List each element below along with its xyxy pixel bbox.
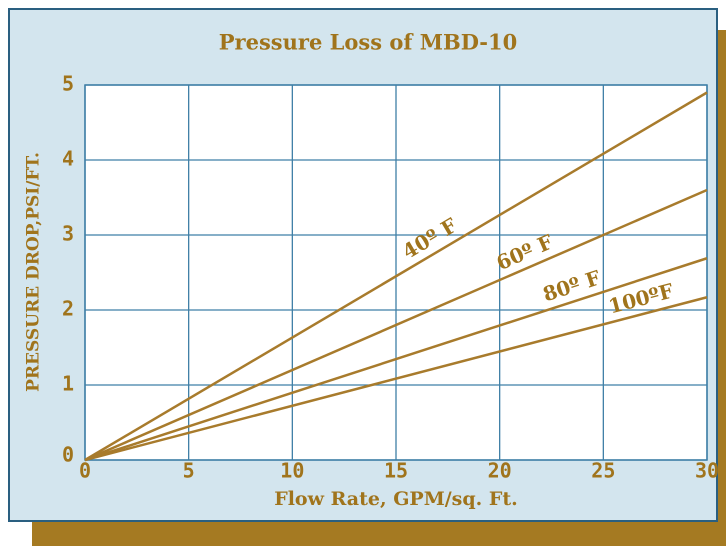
series-line — [84, 257, 708, 462]
series-line — [84, 188, 708, 462]
plot-border — [84, 84, 708, 461]
x-tick-label: 5 — [183, 459, 195, 483]
x-tick-label: 20 — [488, 459, 512, 483]
chart-title: Pressure Loss of MBD-10 — [219, 30, 517, 55]
y-tick-label: 0 — [62, 443, 74, 467]
x-tick-label: 10 — [280, 459, 304, 483]
series-line — [84, 91, 708, 462]
y-tick-label: 3 — [62, 222, 74, 246]
x-tick-label: 15 — [384, 459, 408, 483]
y-tick-label: 5 — [62, 72, 74, 96]
y-tick-label: 4 — [62, 147, 74, 171]
x-tick-label: 25 — [591, 459, 615, 483]
y-axis-label: PRESSURE DROP,PSI/FT. — [24, 152, 44, 392]
y-tick-label: 2 — [62, 297, 74, 321]
x-tick-label: 30 — [695, 459, 719, 483]
x-tick-label: 0 — [79, 459, 91, 483]
y-tick-label: 1 — [62, 372, 74, 396]
x-axis-label: Flow Rate, GPM/sq. Ft. — [274, 488, 518, 510]
series-line — [84, 296, 708, 462]
